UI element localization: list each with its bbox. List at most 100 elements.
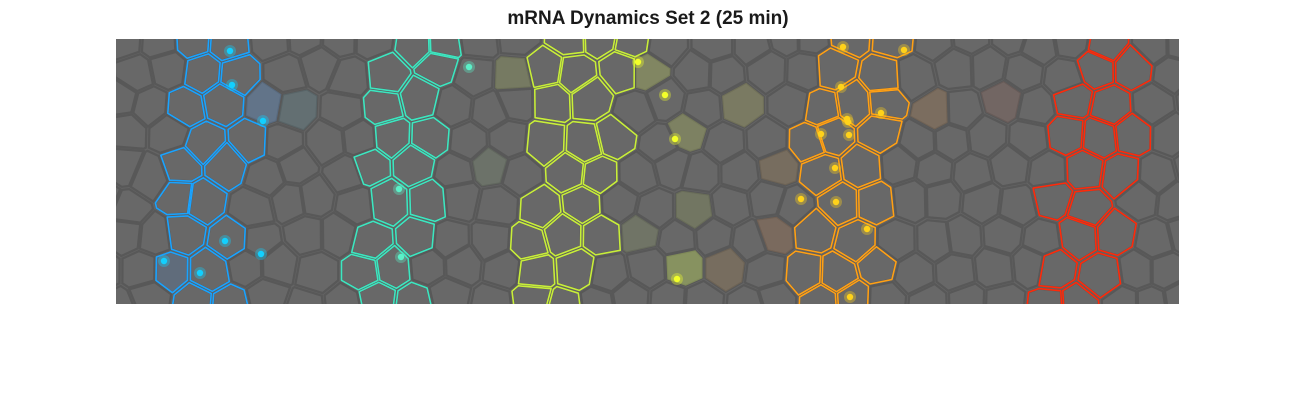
- cell: [116, 219, 142, 258]
- stripe-cell: [561, 185, 601, 225]
- mrna-dot: [797, 195, 805, 203]
- stripe-cell: [526, 44, 563, 89]
- stripe-cell: [154, 181, 193, 216]
- mrna-dot: [846, 293, 854, 301]
- cell: [988, 143, 1030, 188]
- cell: [634, 52, 672, 92]
- figure-title: mRNA Dynamics Set 2 (25 min): [507, 8, 789, 29]
- stripe-cell: [408, 178, 447, 223]
- cell: [933, 47, 973, 91]
- cell: [1175, 92, 1179, 112]
- cell: [226, 249, 263, 289]
- cell: [1163, 282, 1179, 304]
- cell: [947, 282, 986, 304]
- cell: [725, 283, 763, 304]
- cell: [116, 147, 146, 188]
- stripe-cell: [1047, 115, 1084, 157]
- mrna-dot: [395, 185, 403, 193]
- cell: [1016, 84, 1057, 126]
- stripe-cell: [543, 39, 585, 56]
- stripe-cell: [509, 220, 549, 260]
- mrna-dot: [221, 237, 229, 245]
- cell: [946, 213, 983, 258]
- stripe-cell: [1066, 149, 1104, 190]
- cell: [299, 45, 340, 95]
- cell: [1156, 179, 1179, 222]
- cell: [1166, 218, 1179, 254]
- stripe-cell: [830, 39, 871, 59]
- cell: [748, 179, 787, 219]
- cell: [1118, 248, 1152, 291]
- stripe-cell: [1077, 252, 1122, 299]
- cell: [1151, 56, 1179, 96]
- cell: [323, 281, 361, 304]
- stripe-cell: [856, 115, 903, 155]
- tinted-cell: [722, 82, 764, 128]
- stripe-cell: [155, 251, 189, 294]
- cell: [680, 150, 720, 194]
- cell: [1027, 149, 1067, 188]
- cell: [1151, 251, 1179, 291]
- cell: [129, 149, 169, 204]
- stripe-cell: [353, 148, 392, 187]
- mrna-dot: [837, 83, 845, 91]
- cell: [979, 79, 1023, 125]
- cell: [320, 153, 364, 194]
- cell: [1138, 151, 1178, 195]
- cell: [625, 247, 667, 291]
- cell: [281, 215, 323, 257]
- cell: [226, 185, 276, 228]
- cell: [745, 49, 787, 96]
- stripe-cell: [176, 39, 210, 59]
- mrna-dot: [634, 58, 642, 66]
- mrna-dot: [160, 257, 168, 265]
- stripe-cell: [203, 141, 248, 192]
- cell: [579, 285, 614, 304]
- cell: [140, 39, 177, 59]
- cell: [666, 111, 708, 153]
- cell: [321, 39, 356, 59]
- cell: [132, 85, 168, 128]
- stripe-cell: [526, 120, 566, 167]
- stripe-cell: [1058, 216, 1097, 262]
- cell: [470, 88, 509, 132]
- tinted-cell: [472, 147, 508, 187]
- cell: [934, 253, 976, 293]
- stripe-cell: [167, 85, 206, 128]
- mrna-dot: [839, 43, 847, 51]
- cell: [300, 172, 336, 218]
- mrna-dot: [817, 130, 825, 138]
- cell: [1021, 217, 1062, 256]
- cell: [116, 113, 148, 150]
- stripe-cell: [817, 47, 860, 91]
- stripe-cell: [858, 53, 899, 92]
- tinted-cell: [910, 87, 948, 130]
- stripe-cell: [202, 83, 245, 128]
- cell: [304, 117, 345, 167]
- tinted-cell: [278, 89, 318, 131]
- mrna-dot: [196, 269, 204, 277]
- cell: [1113, 179, 1159, 223]
- cell: [947, 88, 985, 130]
- cell: [961, 181, 1002, 226]
- cell: [270, 183, 305, 226]
- cell: [488, 119, 528, 159]
- stripe-red: [1026, 39, 1153, 304]
- cell: [876, 217, 916, 262]
- cell: [610, 89, 657, 135]
- cell: [1100, 284, 1138, 304]
- stripe-cell: [543, 213, 582, 257]
- stripe-cell: [358, 281, 397, 304]
- stripe-cell: [376, 244, 411, 290]
- stripe-cell: [836, 78, 871, 128]
- stripe-cell: [212, 283, 249, 304]
- stripe-cell: [370, 177, 409, 227]
- stripe-cell: [821, 250, 859, 293]
- stripe-cell: [184, 120, 227, 166]
- cell: [116, 254, 121, 287]
- stripe-cell: [1089, 84, 1132, 125]
- cell: [138, 209, 172, 256]
- cell: [967, 113, 1008, 159]
- stripe-cell: [395, 281, 432, 304]
- cell: [647, 39, 690, 69]
